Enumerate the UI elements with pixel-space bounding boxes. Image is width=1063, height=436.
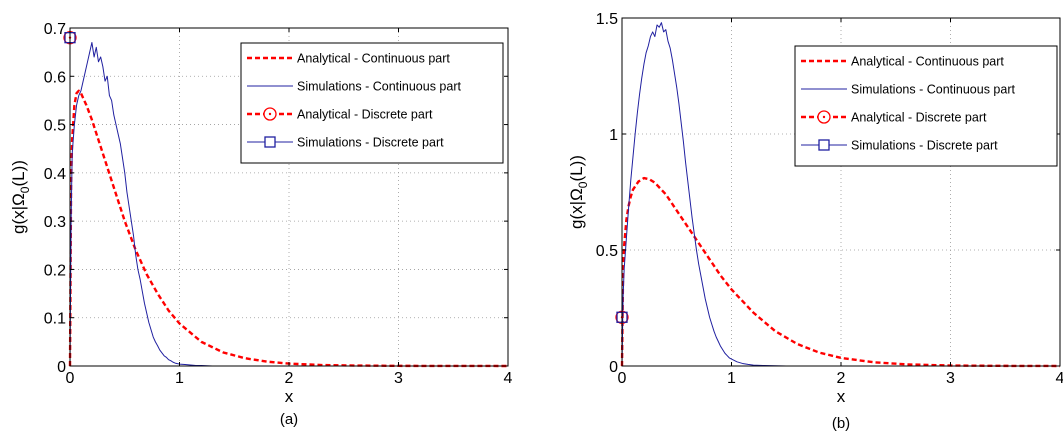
y-tick-labels: 0 0.1 0.2 0.3 0.4 0.5 0.6 0.7 <box>44 21 66 376</box>
legend-label: Analytical - Discrete part <box>851 111 987 125</box>
y-tick-label: 0 <box>609 359 618 376</box>
y-tick-label: 1.5 <box>596 11 618 28</box>
legend-label: Simulations - Discrete part <box>851 139 998 153</box>
y-tick-label: 0.4 <box>44 166 66 183</box>
chart-caption: (a) <box>280 411 298 428</box>
x-tick-label: 1 <box>727 370 736 387</box>
x-tick-labels: 0 1 2 3 4 <box>618 370 1063 387</box>
x-tick-label: 2 <box>837 370 846 387</box>
legend-marker-square <box>818 139 830 151</box>
y-tick-label: 0.5 <box>596 243 618 260</box>
x-axis-label: x <box>837 387 846 406</box>
y-tick-label: 1 <box>609 127 618 144</box>
x-tick-label: 1 <box>175 370 184 387</box>
y-axis-label-subscript: 0 <box>18 186 32 193</box>
y-tick-label: 0.7 <box>44 21 66 38</box>
x-axis-label: x <box>285 387 294 406</box>
x-tick-label: 3 <box>394 370 403 387</box>
y-tick-label: 0.2 <box>44 262 66 279</box>
legend-label: Simulations - Continuous part <box>851 83 1015 97</box>
y-tick-label: 0.3 <box>44 214 66 231</box>
x-tick-label: 4 <box>504 370 513 387</box>
legend-marker-square <box>264 136 276 148</box>
y-axis-label-tail: (L)) <box>567 155 586 181</box>
y-axis-label: g(x|Ω0(L)) <box>567 155 590 229</box>
y-tick-label: 0.6 <box>44 69 66 86</box>
series-line-simulations-continuous <box>621 22 1060 367</box>
legend: Analytical - Continuous part Simulations … <box>794 45 1058 167</box>
y-tick-labels: 0 0.5 1 1.5 <box>596 11 618 376</box>
y-tick-label: 0.1 <box>44 311 66 328</box>
x-tick-label: 2 <box>285 370 294 387</box>
tick-marks <box>69 27 509 367</box>
legend-label: Simulations - Discrete part <box>297 136 444 150</box>
x-tick-label: 4 <box>1056 370 1063 387</box>
legend-label: Analytical - Discrete part <box>297 108 433 122</box>
x-tick-labels: 0 1 2 3 4 <box>66 370 513 387</box>
legend-marker-dot <box>268 112 272 116</box>
legend-label: Analytical - Continuous part <box>297 52 450 66</box>
legend: Analytical - Continuous part Simulations … <box>240 42 504 164</box>
legend-box <box>240 42 504 164</box>
series-line-analytical-continuous <box>68 89 509 368</box>
legend-label: Analytical - Continuous part <box>851 55 1004 69</box>
legend-label: Simulations - Continuous part <box>297 80 461 94</box>
y-axis-label-subscript: 0 <box>576 181 590 188</box>
chart-caption: (b) <box>832 415 850 432</box>
legend-box <box>794 45 1058 167</box>
y-axis-label: g(x|Ω0(L)) <box>9 160 32 234</box>
y-tick-label: 0 <box>57 359 66 376</box>
y-axis-label-main: g(x|Ω <box>567 188 586 229</box>
y-tick-label: 0.5 <box>44 118 66 135</box>
x-tick-label: 0 <box>618 370 627 387</box>
y-axis-label-main: g(x|Ω <box>9 193 28 234</box>
y-axis-label-tail: (L)) <box>9 160 28 186</box>
x-tick-label: 3 <box>946 370 955 387</box>
x-tick-label: 0 <box>66 370 75 387</box>
legend-marker-dot <box>822 115 826 119</box>
